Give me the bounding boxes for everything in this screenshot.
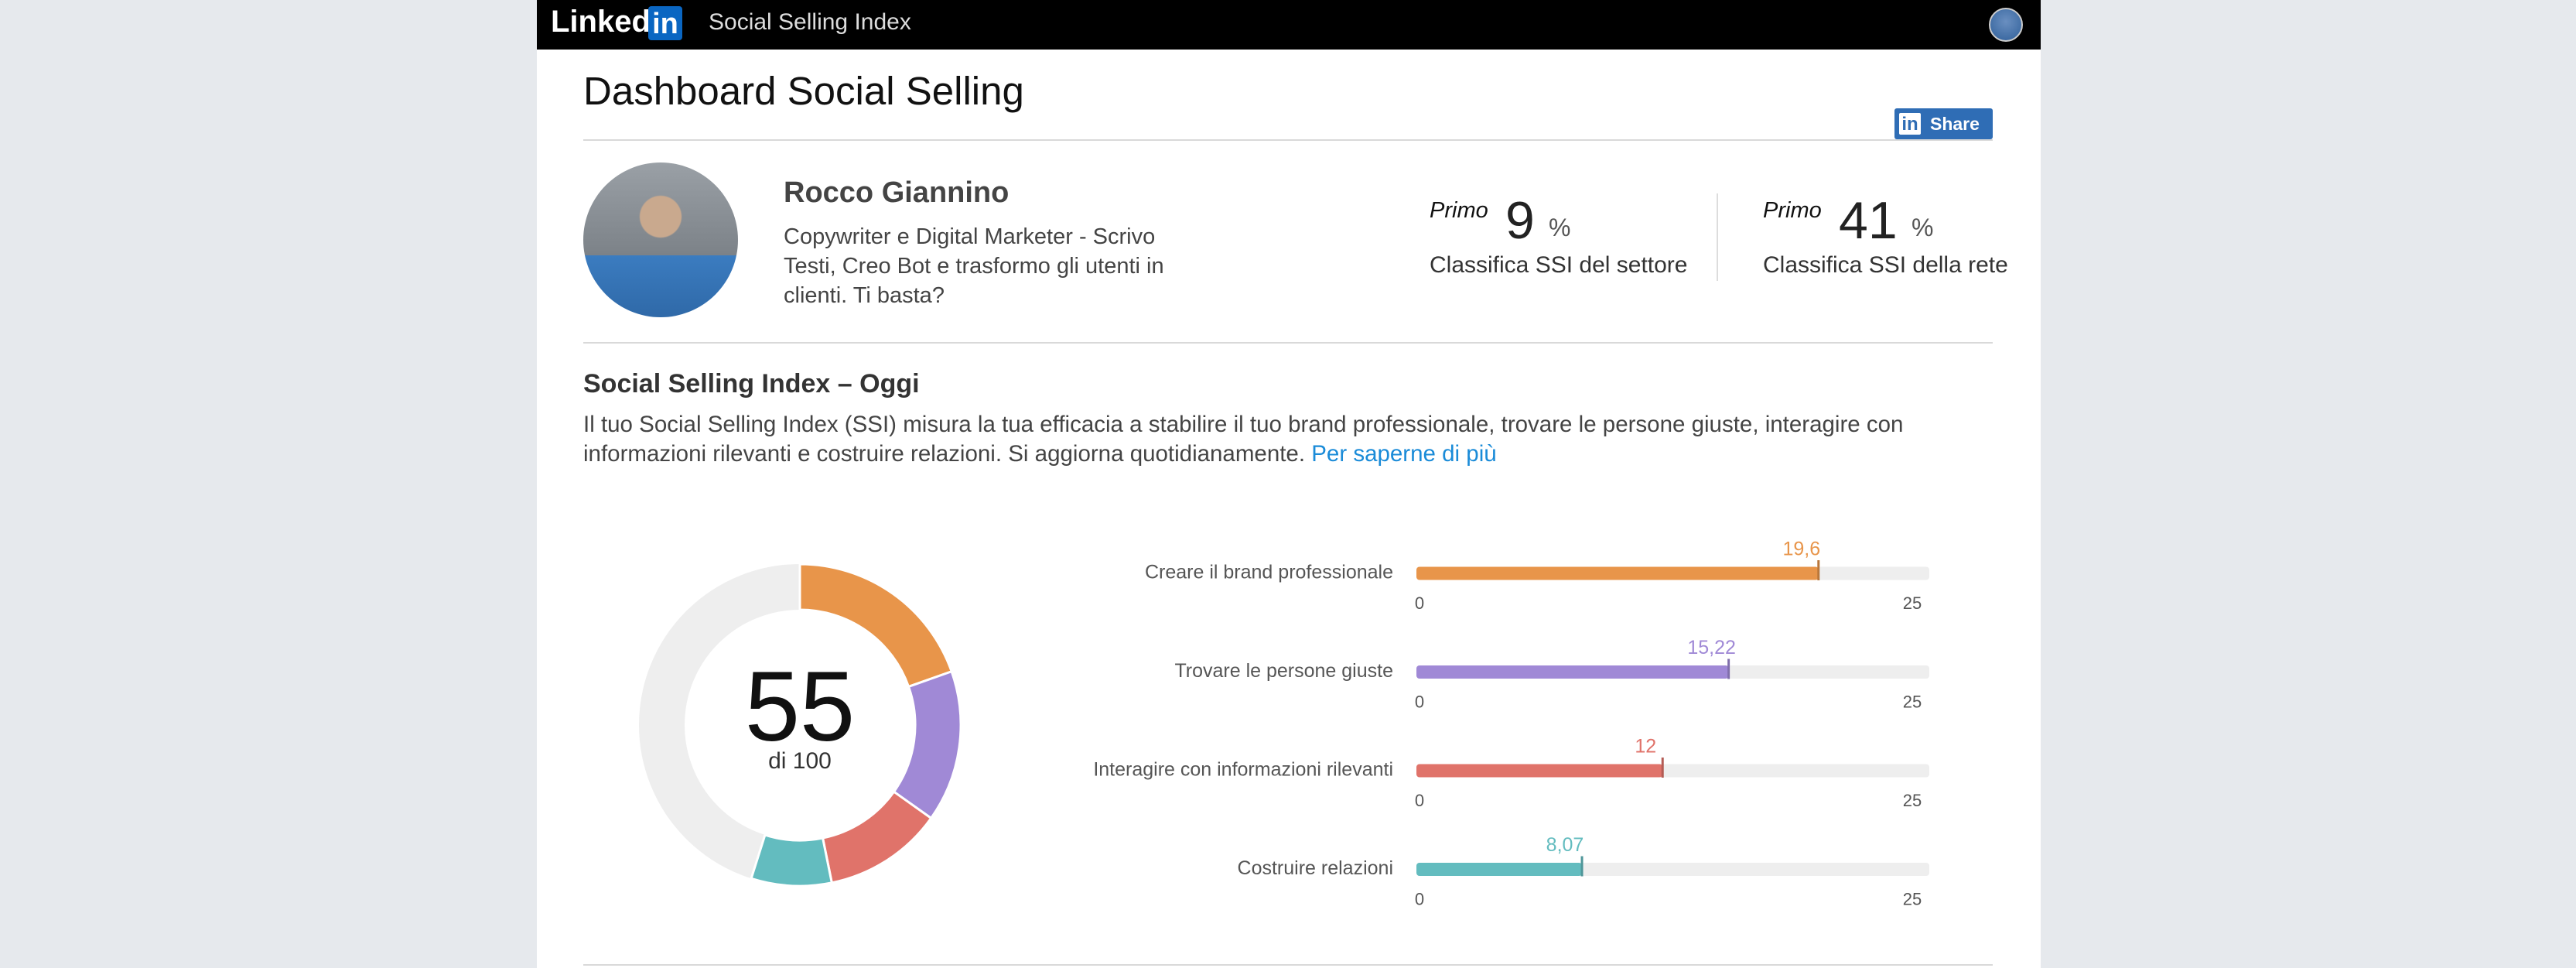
divider — [583, 139, 1993, 141]
x-tick-label: 25 — [1903, 791, 1922, 810]
stat-prefix: Primo — [1430, 198, 1488, 223]
share-button[interactable]: in Share — [1894, 108, 1993, 139]
donut-total-label: di 100 — [768, 748, 832, 774]
x-tick-label: 0 — [1415, 791, 1424, 810]
stat-value: 9 — [1505, 191, 1535, 250]
category-label: Interagire con informazioni rilevanti — [1093, 759, 1393, 781]
category-label: Trovare le persone giuste — [1174, 660, 1393, 682]
x-tick-label: 25 — [1903, 593, 1922, 613]
x-tick-label: 25 — [1903, 692, 1922, 711]
donut-segment — [821, 790, 933, 884]
x-tick-label: 0 — [1415, 593, 1424, 613]
top-bar: Linked in Social Selling Index — [537, 0, 2041, 50]
category-label: Creare il brand professionale — [1145, 562, 1393, 583]
stat-divider — [1717, 193, 1718, 281]
section-title: Social Selling Index – Oggi — [583, 369, 920, 398]
donut-segment — [892, 669, 962, 820]
stat-prefix: Primo — [1763, 198, 1822, 223]
share-label[interactable]: Share — [1930, 114, 1980, 134]
stat-unit: % — [1549, 214, 1571, 241]
bar — [1416, 566, 1819, 580]
bar — [1416, 764, 1663, 778]
profile-headline: Copywriter e Digital Marketer - Scrivo T… — [784, 224, 1164, 308]
divider — [583, 342, 1993, 344]
value-label: 19,6 — [1782, 539, 1820, 560]
section-description: Il tuo Social Selling Index (SSI) misura… — [583, 412, 1904, 467]
section-text: Il tuo Social Selling Index (SSI) misura… — [583, 410, 1993, 469]
bar — [1416, 863, 1583, 876]
stat-label: Classifica SSI della rete — [1763, 252, 2008, 278]
x-tick-label: 0 — [1415, 889, 1424, 908]
value-label: 12 — [1635, 736, 1656, 758]
avatar-small[interactable] — [1989, 8, 2023, 42]
divider — [583, 964, 1993, 966]
logo-text[interactable]: Linked — [551, 5, 651, 39]
value-label: 15,22 — [1687, 637, 1736, 658]
content-column — [537, 0, 2041, 968]
value-label: 8,07 — [1546, 834, 1584, 856]
stat-value: 41 — [1839, 191, 1898, 250]
category-label: Costruire relazioni — [1238, 857, 1393, 879]
share-icon: in — [1899, 113, 1921, 135]
stat-label: Classifica SSI del settore — [1430, 252, 1688, 278]
profile-name: Rocco Giannino — [784, 176, 1010, 209]
donut-total: 55 — [745, 652, 855, 762]
page-title: Dashboard Social Selling — [583, 69, 1024, 113]
learn-more-link[interactable]: Per saperne di più — [1311, 441, 1497, 467]
profile-photo — [583, 162, 738, 317]
donut-segment — [750, 833, 834, 888]
x-tick-label: 25 — [1903, 889, 1922, 908]
stat-unit: % — [1912, 214, 1934, 241]
x-tick-label: 0 — [1415, 692, 1424, 711]
bar — [1416, 665, 1729, 679]
logo-box[interactable]: in — [648, 6, 682, 40]
app-title: Social Selling Index — [709, 9, 911, 35]
